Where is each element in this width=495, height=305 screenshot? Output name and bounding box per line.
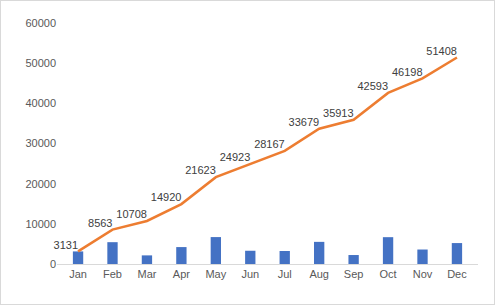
svg-text:50000: 50000 (25, 57, 56, 69)
svg-text:42593: 42593 (357, 80, 388, 92)
svg-text:8563: 8563 (88, 217, 112, 229)
svg-text:28167: 28167 (254, 138, 285, 150)
svg-text:51408: 51408 (426, 45, 457, 57)
svg-text:Nov: Nov (413, 268, 433, 280)
svg-text:3131: 3131 (54, 239, 78, 251)
svg-text:Sep: Sep (344, 268, 364, 280)
svg-text:Apr: Apr (173, 268, 190, 280)
svg-text:30000: 30000 (25, 137, 56, 149)
svg-text:46198: 46198 (392, 66, 423, 78)
svg-text:Jul: Jul (278, 268, 292, 280)
svg-text:60000: 60000 (25, 17, 56, 29)
svg-text:Oct: Oct (379, 268, 396, 280)
svg-text:Feb: Feb (103, 268, 122, 280)
svg-text:20000: 20000 (25, 178, 56, 190)
svg-text:Jan: Jan (69, 268, 87, 280)
svg-text:21623: 21623 (185, 164, 216, 176)
svg-text:35913: 35913 (323, 107, 354, 119)
svg-text:10708: 10708 (116, 208, 147, 220)
svg-text:Jun: Jun (241, 268, 259, 280)
svg-text:10000: 10000 (25, 218, 56, 230)
svg-text:Aug: Aug (309, 268, 329, 280)
svg-text:0: 0 (50, 258, 56, 270)
svg-text:40000: 40000 (25, 97, 56, 109)
svg-text:24923: 24923 (220, 151, 251, 163)
svg-text:33679: 33679 (289, 116, 320, 128)
svg-text:May: May (205, 268, 226, 280)
svg-text:Dec: Dec (447, 268, 467, 280)
svg-text:14920: 14920 (151, 191, 182, 203)
svg-text:Mar: Mar (137, 268, 156, 280)
